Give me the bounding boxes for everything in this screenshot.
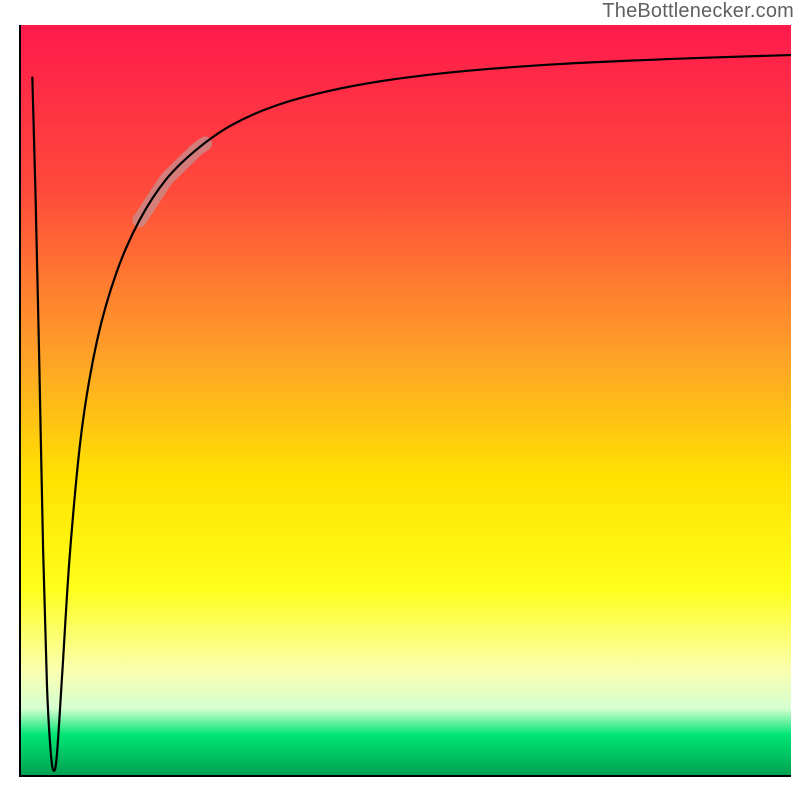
chart-container: TheBottlenecker.com bbox=[0, 0, 800, 800]
bottleneck-curve-chart bbox=[0, 0, 800, 800]
attribution-label: TheBottlenecker.com bbox=[602, 0, 794, 23]
gradient-background bbox=[20, 25, 791, 776]
